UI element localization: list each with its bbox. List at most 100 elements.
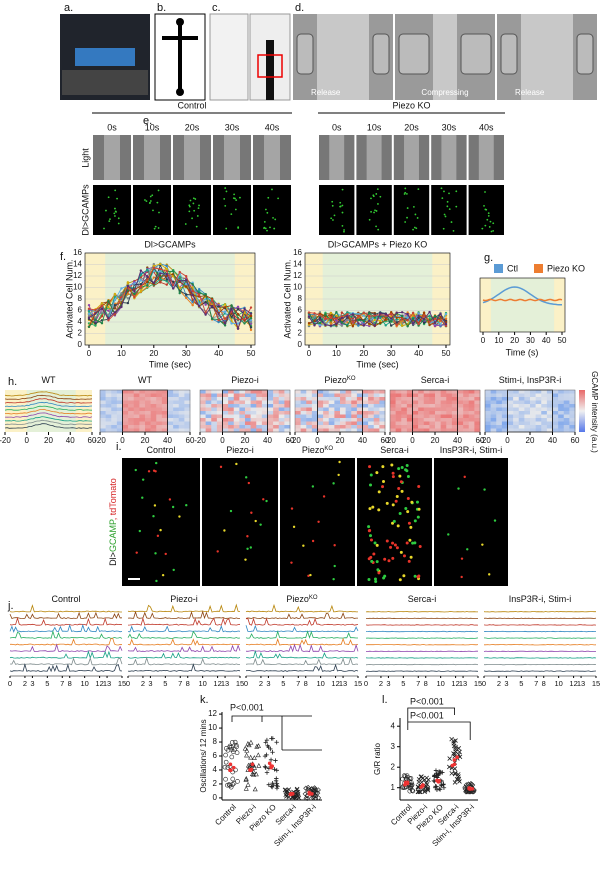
point: [262, 764, 268, 769]
trace-point: [126, 297, 130, 300]
trace-point: [87, 325, 91, 328]
mean-point: [452, 758, 457, 762]
heat-cell: [278, 407, 285, 412]
point: [283, 792, 288, 798]
heat-cell: [111, 400, 118, 405]
heat-cell: [406, 414, 413, 419]
trace-point: [139, 285, 143, 289]
panel-title: Stim-i, InsP3R-i: [499, 375, 562, 385]
heat-cell: [156, 428, 163, 433]
heat-cell: [233, 425, 240, 429]
x-tick-label: 12: [569, 679, 577, 688]
heat-cell: [250, 421, 257, 426]
trace: [4, 423, 92, 429]
point: [269, 784, 275, 790]
legend-label: Piezo KO: [547, 263, 585, 273]
heat-cell: [233, 404, 240, 408]
heat-cell: [173, 397, 180, 401]
heat-cell: [558, 390, 565, 394]
heat-cell: [429, 390, 436, 394]
heat-cell: [406, 418, 413, 422]
heat-cell: [412, 397, 419, 401]
heat-cell: [340, 421, 346, 426]
cell: [396, 524, 400, 528]
pad: [372, 33, 390, 75]
heat-cell: [328, 393, 335, 398]
heat-cell: [429, 411, 436, 415]
heat-cell: [111, 428, 118, 433]
heat-cell: [216, 428, 223, 433]
heat-cell: [306, 397, 313, 401]
y-tick-label: 16: [293, 248, 302, 257]
heat-cell: [128, 411, 135, 415]
trace-point: [379, 321, 382, 325]
heat-cell: [334, 397, 341, 401]
panel-title: Control: [51, 594, 80, 604]
heat-cell: [167, 425, 174, 429]
heat-cell: [435, 418, 441, 422]
cell: [377, 571, 381, 575]
heat-cell: [122, 393, 129, 398]
heat-cell: [116, 414, 123, 419]
cell: [385, 539, 389, 543]
heat-cell: [300, 393, 307, 398]
heat-cell: [345, 418, 352, 422]
mean-point: [267, 761, 272, 766]
heat-cell: [558, 393, 565, 398]
heat-cell: [167, 428, 174, 433]
cell: [367, 525, 371, 529]
time-label: 0s: [107, 122, 117, 132]
point: [437, 786, 442, 792]
trace-point: [223, 322, 227, 325]
heat-cell: [395, 393, 402, 398]
heat-cell: [418, 411, 425, 415]
heat-cell: [139, 397, 146, 401]
heat-cell: [451, 400, 458, 405]
heat-cell: [200, 411, 206, 415]
heat-cell: [211, 418, 218, 422]
heat-cell: [122, 421, 129, 426]
cell: [189, 199, 192, 202]
cell: [225, 190, 228, 193]
cell: [466, 548, 469, 551]
trace-point: [191, 298, 194, 301]
cell: [379, 195, 382, 198]
photo-stage: [62, 70, 148, 95]
x-tick-label: 10: [80, 679, 88, 688]
chart-title: Dl>GCAMPs + Piezo KO: [328, 239, 428, 249]
trace-point: [204, 297, 207, 301]
heat-cell: [256, 407, 263, 412]
trace-point: [439, 312, 442, 316]
cell: [341, 204, 344, 207]
heat-cell: [490, 425, 497, 429]
cell: [249, 546, 253, 549]
trace-point: [133, 290, 136, 293]
cell: [391, 471, 395, 475]
cell: [271, 188, 273, 191]
heat-cell: [356, 421, 363, 426]
trace: [4, 394, 93, 400]
heat-cell: [524, 425, 531, 429]
heat-cell: [412, 407, 419, 412]
roi: [257, 54, 283, 78]
trace-point: [351, 325, 355, 328]
trace: [127, 638, 241, 646]
gcamp-image: [213, 185, 251, 235]
cell: [184, 223, 187, 225]
trace-point: [362, 324, 365, 327]
heat-cell: [530, 414, 536, 419]
bracket: [231, 715, 322, 751]
heat-cell: [457, 390, 464, 394]
heat-cell: [222, 404, 229, 408]
heat-cell: [205, 414, 212, 419]
heat-cell: [474, 418, 481, 422]
heat-cell: [116, 397, 123, 401]
point: [266, 782, 272, 787]
panel-title-text: Serca-i: [408, 594, 437, 604]
heat-cell: [250, 411, 257, 415]
heat-cell: [122, 390, 129, 394]
trace: [9, 604, 122, 613]
heat-cell: [368, 425, 375, 429]
cell: [223, 529, 226, 532]
heat-cell: [356, 390, 363, 394]
